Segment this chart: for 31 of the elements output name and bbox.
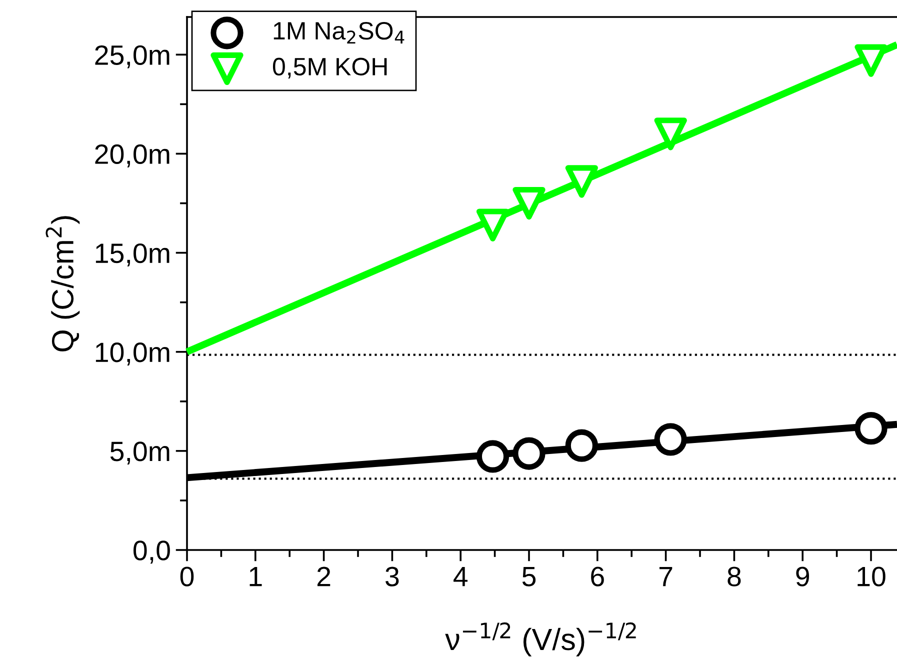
point [512, 186, 546, 220]
x-tick-label: 6 [591, 566, 604, 586]
point [565, 429, 598, 462]
x-tick-label: 4 [454, 566, 468, 586]
y-tick-label: 10,0m [96, 342, 170, 366]
x-tick-label: 2 [317, 566, 330, 586]
point [854, 44, 888, 77]
x-tick-label: 7 [660, 566, 672, 586]
point [476, 208, 510, 242]
x-tick-label: 5 [522, 566, 536, 586]
y-axis-title: Q (C/cm$^{2}$) [46, 216, 80, 352]
x-axis-title: ν$^{−1/2}$ (V/s)$^{−1/2}$ [445, 622, 636, 656]
x-tick-label: 0 [180, 566, 194, 586]
x-tick-label: 1 [250, 566, 262, 586]
y-tick-label: 20,0m [95, 144, 170, 168]
y-tick-label: 25,0m [95, 45, 170, 68]
x-tick-label: 9 [796, 566, 810, 586]
point [512, 437, 546, 470]
y-tick-label: 15,0m [96, 243, 170, 266]
x-tick-label: 8 [728, 566, 741, 586]
x-tick-label: 3 [386, 566, 399, 586]
y-tick-label: 0,0 [134, 540, 170, 564]
x-tick-label: 10 [858, 566, 886, 586]
point [654, 423, 687, 456]
legend-label: 1M Na$_{2}$SO$_{4}$ [274, 22, 404, 44]
legend-label: 0,5M KOH [272, 58, 387, 78]
y-tick-label: 5,0m [110, 442, 170, 465]
point [854, 412, 888, 445]
point [654, 118, 687, 150]
point [565, 165, 598, 198]
point [476, 440, 510, 473]
